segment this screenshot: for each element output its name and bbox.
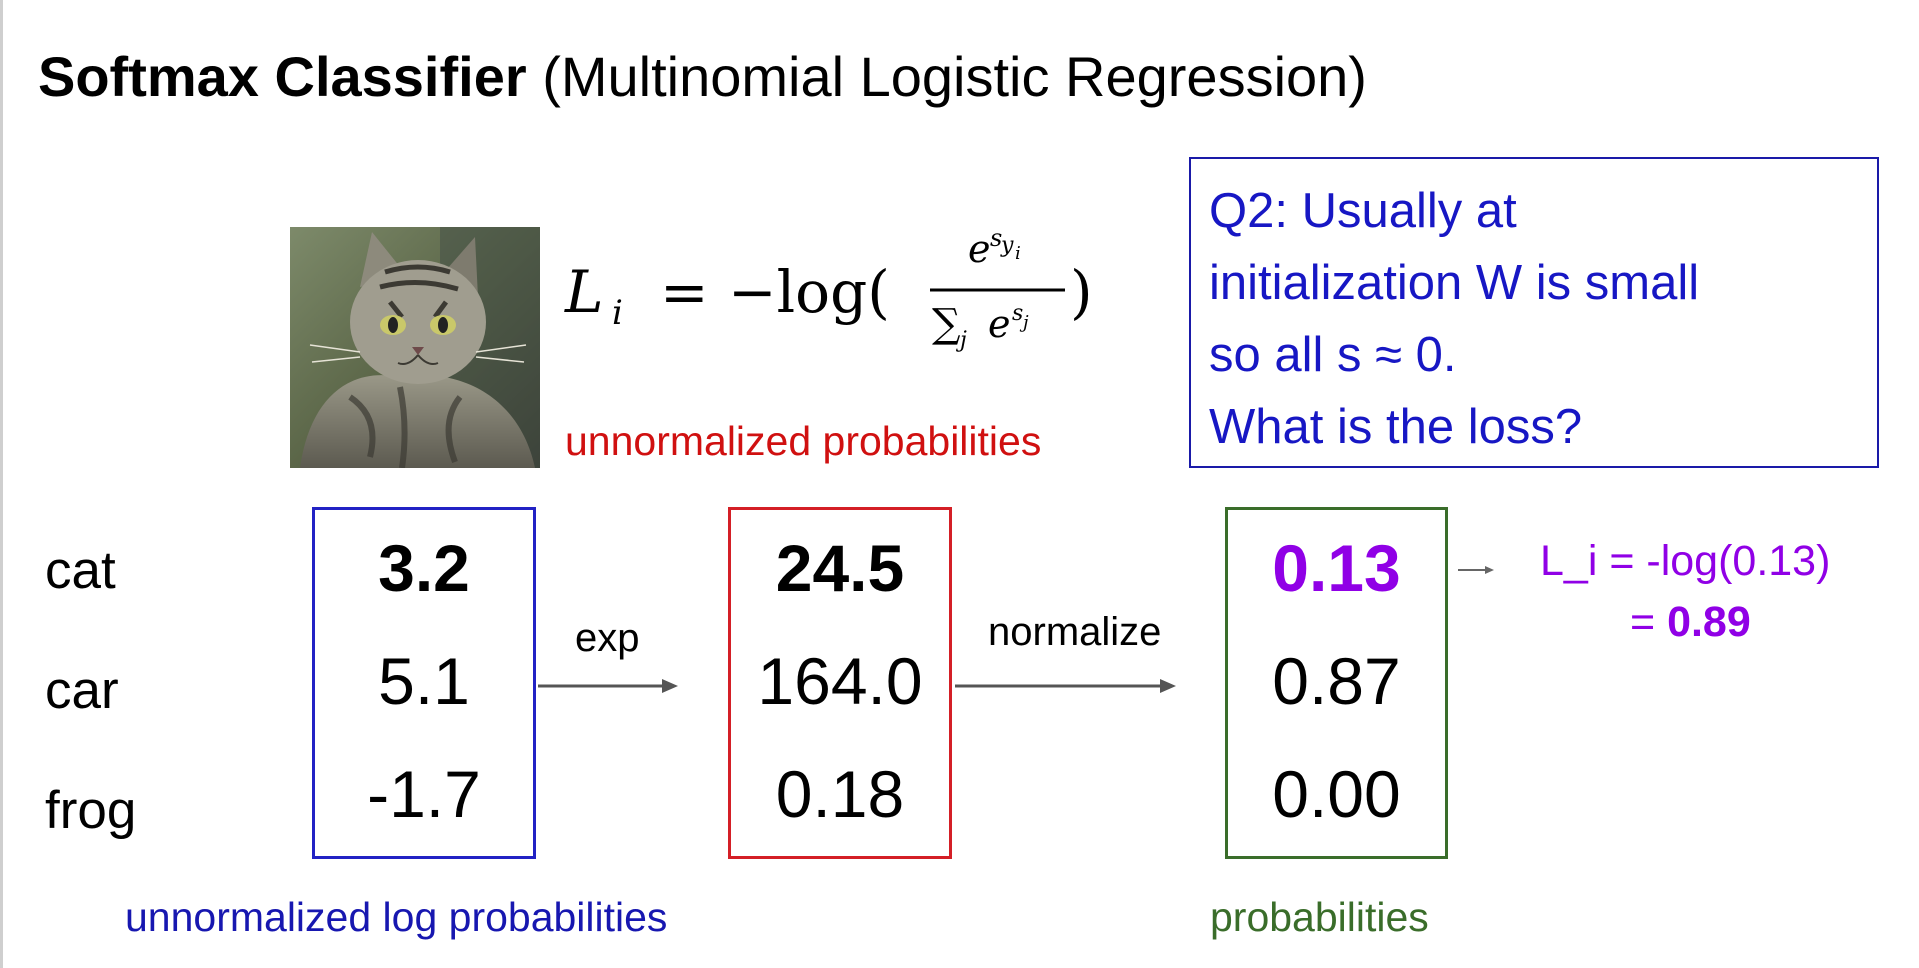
loss-equation: L_i = -log(0.13) xyxy=(1540,537,1831,585)
score-value: -1.7 xyxy=(367,757,481,831)
class-label-car: car xyxy=(45,661,119,720)
formula-den-sum: ∑ xyxy=(932,301,961,347)
formula-den-exp-sub: j xyxy=(1019,312,1029,333)
formula-den-base: e xyxy=(988,302,1011,346)
cat-photo xyxy=(290,227,540,468)
class-label-frog: frog xyxy=(45,781,137,840)
question-line: What is the loss? xyxy=(1209,400,1583,454)
slide-edge xyxy=(0,0,3,968)
formula-den-exp: s xyxy=(1012,301,1023,326)
formula-lhs: L xyxy=(564,258,604,326)
unnormalized-probabilities-label: unnormalized probabilities xyxy=(565,418,1042,464)
title-bold: Softmax Classifier xyxy=(38,45,527,108)
probabilities-caption: probabilities xyxy=(1210,894,1429,940)
softmax-loss-formula: L i = −log( e s y i ∑ j e s j ) xyxy=(560,224,1120,353)
exp-value: 164.0 xyxy=(757,644,923,718)
score-value: 5.1 xyxy=(378,644,470,718)
score-value: 3.2 xyxy=(378,531,470,605)
question-line: Q2: Usually at xyxy=(1209,184,1517,238)
exp-operation-label: exp xyxy=(575,616,640,660)
formula-num-exp-sub: y xyxy=(1000,233,1014,258)
probability-value: 0.13 xyxy=(1272,531,1401,605)
loss-result-prefix: = xyxy=(1630,598,1668,646)
exp-values-box: 24.5 164.0 0.18 xyxy=(728,507,952,859)
question-line: initialization W is small xyxy=(1209,256,1700,310)
exp-arrow xyxy=(538,679,678,693)
probability-value: 0.00 xyxy=(1272,757,1401,831)
formula-lhs-sub: i xyxy=(612,293,623,333)
class-label-cat: cat xyxy=(45,541,116,600)
formula-equals: = xyxy=(660,258,709,326)
question-box: Q2: Usually at initialization W is small… xyxy=(1189,157,1879,468)
loss-result-value: 0.89 xyxy=(1667,598,1751,646)
formula-num-exp-sub2: i xyxy=(1015,243,1021,264)
normalize-operation-label: normalize xyxy=(988,610,1162,654)
question-line: so all s ≈ 0. xyxy=(1209,328,1457,382)
loss-arrow xyxy=(1458,566,1494,574)
exp-value: 0.18 xyxy=(775,757,905,831)
formula-num-base: e xyxy=(968,232,991,271)
unnormalized-log-probabilities-caption: unnormalized log probabilities xyxy=(125,894,668,940)
formula-neg-log: −log( xyxy=(728,258,890,326)
slide-title: Softmax Classifier (Multinomial Logistic… xyxy=(38,44,1367,109)
exp-value: 24.5 xyxy=(775,531,905,605)
formula-close: ) xyxy=(1070,258,1093,326)
scores-box: 3.2 5.1 -1.7 xyxy=(312,507,536,859)
loss-result: = 0.89 xyxy=(1630,598,1751,647)
probabilities-box: 0.13 0.87 0.00 xyxy=(1225,507,1448,859)
normalize-arrow xyxy=(955,679,1176,693)
probability-value: 0.87 xyxy=(1272,644,1401,718)
title-rest: (Multinomial Logistic Regression) xyxy=(526,45,1367,108)
